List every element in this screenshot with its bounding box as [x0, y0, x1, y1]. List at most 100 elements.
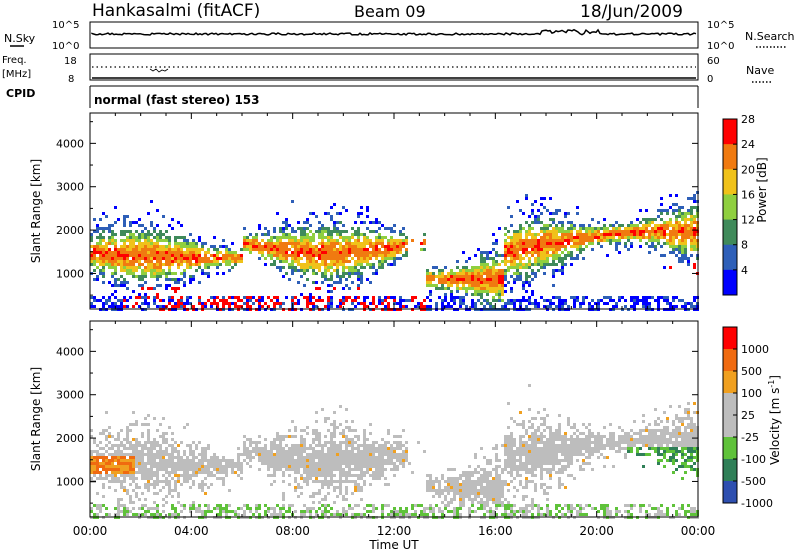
velocity-echo-cell	[243, 444, 246, 447]
velocity-echo-cell	[342, 471, 345, 474]
velocity-echo-cell	[264, 504, 267, 507]
power-echo-cell	[600, 236, 603, 239]
power-echo-cell	[324, 230, 327, 233]
power-echo-cell	[165, 284, 168, 287]
velocity-echo-cell	[93, 441, 96, 444]
velocity-echo-cell	[243, 510, 246, 513]
velocity-echo-cell	[288, 456, 291, 459]
power-echo-cell	[375, 239, 378, 242]
velocity-echo-cell	[318, 441, 321, 444]
power-echo-cell	[282, 257, 285, 260]
power-echo-cell	[105, 254, 108, 257]
velocity-echo-cell	[315, 474, 318, 477]
velocity-echo-cell	[309, 510, 312, 513]
power-echo-cell	[651, 227, 654, 230]
power-echo-cell	[261, 251, 264, 254]
power-echo-cell	[567, 233, 570, 236]
power-echo-cell	[684, 305, 687, 308]
velocity-echo-cell	[300, 462, 303, 465]
power-echo-cell	[525, 299, 528, 302]
power-echo-cell	[297, 254, 300, 257]
power-echo-cell	[558, 236, 561, 239]
power-echo-cell	[261, 296, 264, 299]
power-echo-cell	[372, 242, 375, 245]
velocity-echo-cell	[156, 450, 159, 453]
velocity-echo-cell	[330, 471, 333, 474]
velocity-echo-cell	[237, 459, 240, 462]
power-echo-cell	[288, 266, 291, 269]
velocity-echo-cell	[447, 492, 450, 495]
velocity-echo-cell	[492, 501, 495, 504]
velocity-echo-cell	[471, 501, 474, 504]
power-echo-cell	[681, 233, 684, 236]
power-echo-cell	[153, 269, 156, 272]
power-echo-cell	[288, 278, 291, 281]
velocity-echo-cell	[423, 450, 426, 453]
velocity-echo-cell	[510, 435, 513, 438]
velocity-echo-cell	[180, 483, 183, 486]
velocity-echo-cell	[192, 501, 195, 504]
power-echo-cell	[531, 245, 534, 248]
power-echo-cell	[606, 296, 609, 299]
power-echo-cell	[108, 248, 111, 251]
velocity-echo-cell	[210, 471, 213, 474]
velocity-echo-cell	[501, 444, 504, 447]
velocity-echo-cell	[432, 507, 435, 510]
power-echo-cell	[153, 242, 156, 245]
power-echo-cell	[363, 251, 366, 254]
power-echo-cell	[93, 248, 96, 251]
power-echo-cell	[474, 275, 477, 278]
power-echo-cell	[120, 254, 123, 257]
power-echo-cell	[588, 236, 591, 239]
velocity-echo-cell	[510, 462, 513, 465]
power-echo-cell	[111, 230, 114, 233]
power-echo-cell	[501, 269, 504, 272]
velocity-echo-cell	[96, 504, 99, 507]
power-echo-cell	[504, 275, 507, 278]
velocity-echo-cell	[486, 486, 489, 489]
power-echo-cell	[552, 239, 555, 242]
power-echo-cell	[318, 242, 321, 245]
power-echo-cell	[387, 257, 390, 260]
velocity-echo-cell	[324, 417, 327, 420]
velocity-echo-cell	[312, 441, 315, 444]
power-echo-cell	[390, 248, 393, 251]
power-echo-cell	[657, 215, 660, 218]
power-echo-cell	[354, 296, 357, 299]
power-echo-cell	[654, 248, 657, 251]
velocity-echo-cell	[495, 483, 498, 486]
power-echo-cell	[123, 248, 126, 251]
velocity-echo-cell	[141, 423, 144, 426]
velocity-echo-cell	[192, 456, 195, 459]
velocity-echo-cell	[486, 504, 489, 507]
velocity-echo-cell	[363, 507, 366, 510]
velocity-echo-cell	[336, 450, 339, 453]
power-echo-cell	[540, 242, 543, 245]
power-echo-cell	[627, 239, 630, 242]
velocity-echo-cell	[117, 513, 120, 516]
velocity-echo-cell	[282, 480, 285, 483]
power-echo-cell	[372, 248, 375, 251]
velocity-echo-cell	[465, 471, 468, 474]
velocity-echo-cell	[471, 480, 474, 483]
velocity-echo-cell	[171, 447, 174, 450]
velocity-echo-cell	[468, 498, 471, 501]
power-echo-cell	[345, 260, 348, 263]
velocity-echo-cell	[165, 459, 168, 462]
velocity-echo-cell	[150, 477, 153, 480]
velocity-echo-cell	[507, 402, 510, 405]
power-echo-cell	[105, 302, 108, 305]
velocity-echo-cell	[357, 450, 360, 453]
velocity-echo-cell	[117, 462, 120, 465]
power-echo-cell	[528, 296, 531, 299]
power-echo-cell	[480, 284, 483, 287]
power-echo-cell	[300, 239, 303, 242]
power-echo-cell	[339, 245, 342, 248]
power-echo-cell	[399, 242, 402, 245]
power-echo-cell	[306, 260, 309, 263]
power-echo-cell	[420, 242, 423, 245]
velocity-echo-cell	[492, 480, 495, 483]
power-echo-cell	[339, 236, 342, 239]
velocity-echo-cell	[345, 510, 348, 513]
velocity-echo-cell	[312, 429, 315, 432]
